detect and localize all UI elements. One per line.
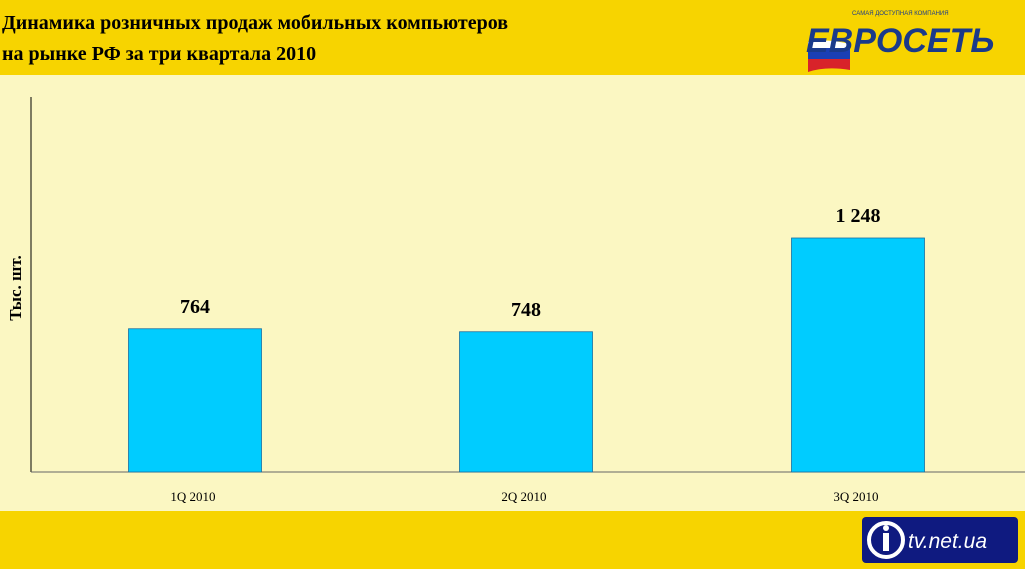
bar-labels-group: 764 748 1 248 bbox=[180, 205, 881, 321]
bar-3 bbox=[791, 237, 925, 473]
bar-value-label-2: 748 bbox=[511, 299, 541, 321]
bar-1 bbox=[128, 328, 262, 473]
y-axis-label: Тыс. шт. bbox=[6, 255, 25, 321]
watermark-text: tv.net.ua bbox=[908, 530, 987, 553]
bars-group bbox=[128, 237, 925, 473]
bar-chart: Тыс. шт. 764 748 1 248 1Q 2010 2Q 2010 3Q 20… bbox=[6, 97, 1025, 504]
x-tick-labels-group: 1Q 2010 2Q 2010 3Q 2010 bbox=[170, 489, 878, 504]
x-tick-label-2: 2Q 2010 bbox=[501, 489, 546, 504]
bar-value-label-1: 764 bbox=[180, 296, 210, 318]
evroset-logo: САМАЯ ДОСТУПНАЯ КОМПАНИЯ ЕВРОСЕТЬ bbox=[806, 11, 994, 72]
logo-subtitle: САМАЯ ДОСТУПНАЯ КОМПАНИЯ bbox=[852, 11, 949, 17]
header-band bbox=[0, 0, 1025, 75]
logo-text: ЕВРОСЕТЬ bbox=[806, 22, 994, 60]
x-tick-label-3: 3Q 2010 bbox=[833, 489, 878, 504]
tv-logo-icon bbox=[867, 521, 905, 559]
bar-2 bbox=[459, 331, 593, 473]
x-tick-label-1: 1Q 2010 bbox=[170, 489, 215, 504]
footer-band bbox=[0, 511, 1025, 569]
tv-net-ua-watermark: tv.net.ua bbox=[862, 517, 1018, 563]
chart-title: Динамика розничных продаж мобильных комп… bbox=[2, 12, 509, 65]
bar-value-label-3: 1 248 bbox=[836, 205, 881, 227]
